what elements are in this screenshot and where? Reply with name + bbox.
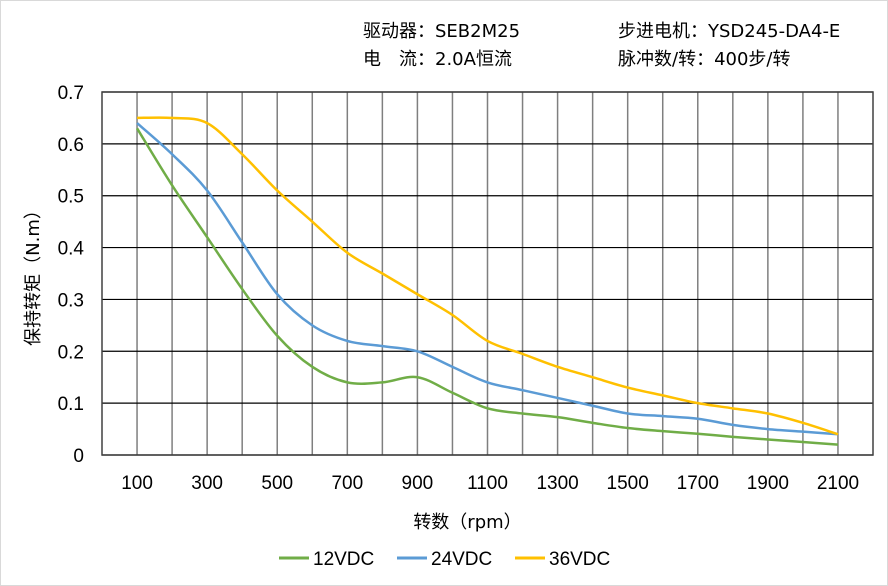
series-line-36VDC xyxy=(137,116,839,436)
y-tick-label: 0.4 xyxy=(58,239,85,260)
x-tick-label: 1700 xyxy=(677,473,719,494)
y-tick-label: 0.5 xyxy=(58,187,84,208)
x-tick-label: 1500 xyxy=(607,473,649,494)
x-tick-label: 700 xyxy=(331,473,363,494)
y-tick-label: 0 xyxy=(73,446,84,467)
plot-border xyxy=(101,91,874,456)
x-tick-label: 2100 xyxy=(817,473,859,494)
x-tick-label: 100 xyxy=(121,473,153,494)
x-tick-label: 1900 xyxy=(747,473,789,494)
x-tick-label: 500 xyxy=(261,473,293,494)
x-tick-label: 1300 xyxy=(536,473,578,494)
legend-label: 36VDC xyxy=(549,549,610,570)
legend-label: 24VDC xyxy=(431,549,492,570)
y-tick-label: 0.1 xyxy=(58,394,84,415)
y-tick-label: 0.3 xyxy=(58,290,84,311)
pulses-label: 脉冲数/转：400步/转 xyxy=(618,49,791,70)
motor-label: 步进电机：YSD245-DA4-E xyxy=(618,21,841,42)
x-tick-label: 900 xyxy=(402,473,434,494)
y-axis-label: 保持转矩（N.m） xyxy=(23,201,44,346)
y-tick-label: 0.2 xyxy=(58,342,84,363)
x-tick-label: 1100 xyxy=(467,473,508,494)
x-tick-label: 300 xyxy=(191,473,223,494)
y-tick-label: 0.7 xyxy=(58,83,84,104)
y-tick-label: 0.6 xyxy=(58,135,84,156)
series-line-24VDC xyxy=(136,122,839,436)
series-line-12VDC xyxy=(135,127,839,446)
current-label: 电 流：2.0A恒流 xyxy=(363,49,512,70)
x-axis-label: 转数（rpm） xyxy=(413,512,521,533)
driver-label: 驱动器：SEB2M25 xyxy=(363,21,521,42)
legend-label: 12VDC xyxy=(313,549,374,570)
